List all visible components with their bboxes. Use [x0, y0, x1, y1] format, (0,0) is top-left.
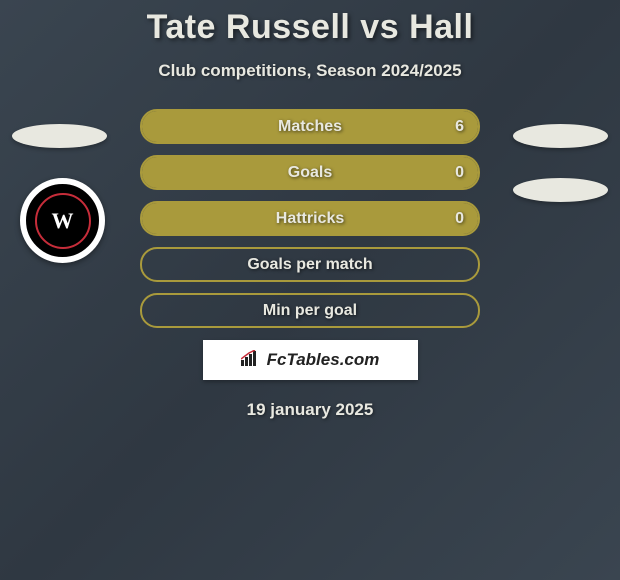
footer-date: 19 january 2025 [0, 400, 620, 420]
comparison-infographic: Tate Russell vs Hall Club competitions, … [0, 0, 620, 580]
branding-text: FcTables.com [267, 350, 380, 370]
stat-bar: Hattricks 0 [140, 201, 480, 236]
stat-bar: Matches 6 [140, 109, 480, 144]
stat-label: Matches [278, 118, 342, 136]
stat-row: Hattricks 0 [0, 201, 620, 236]
branding-box: FcTables.com [203, 340, 418, 380]
stat-row: Matches 6 [0, 109, 620, 144]
stat-value: 0 [455, 210, 464, 228]
stat-value: 6 [455, 118, 464, 136]
stat-row: Goals 0 [0, 155, 620, 190]
stat-label: Goals [288, 164, 332, 182]
stat-value: 0 [455, 164, 464, 182]
stat-bar: Min per goal [140, 293, 480, 328]
stat-row: Goals per match [0, 247, 620, 282]
stat-label: Hattricks [276, 210, 344, 228]
stats-panel: Matches 6 Goals 0 Hattricks 0 Goals per match M… [0, 109, 620, 328]
page-subtitle: Club competitions, Season 2024/2025 [0, 61, 620, 81]
page-title: Tate Russell vs Hall [0, 0, 620, 47]
stat-bar: Goals 0 [140, 155, 480, 190]
chart-bars-icon [241, 350, 261, 371]
stat-label: Min per goal [263, 302, 357, 320]
stat-bar: Goals per match [140, 247, 480, 282]
stat-row: Min per goal [0, 293, 620, 328]
stat-label: Goals per match [247, 256, 372, 274]
